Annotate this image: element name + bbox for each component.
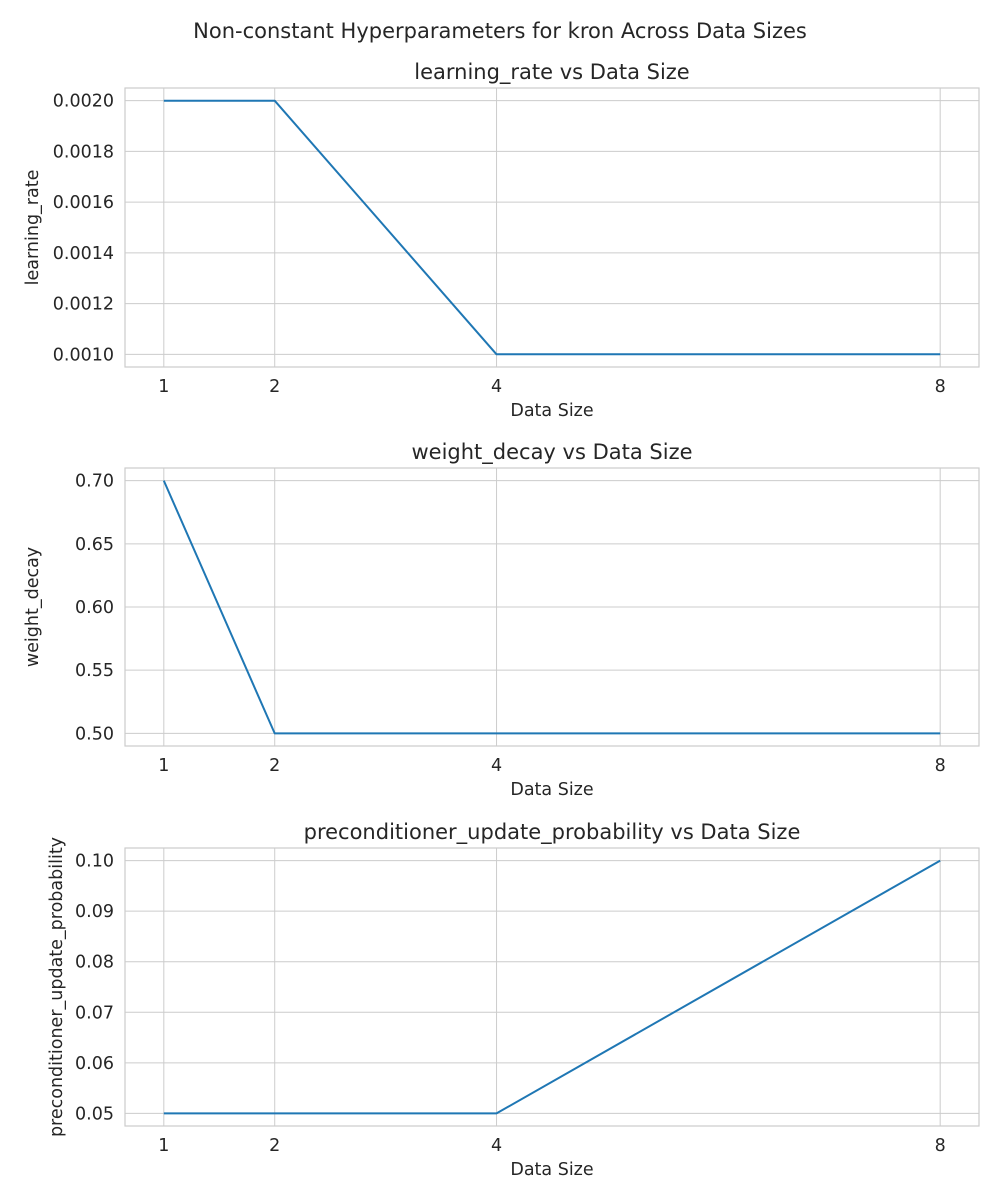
- y-tick-label: 0.0010: [53, 345, 114, 365]
- x-axis-label: Data Size: [510, 401, 593, 421]
- x-tick-label: 1: [158, 756, 169, 776]
- x-tick-label: 2: [269, 756, 280, 776]
- y-tick-label: 0.60: [75, 598, 114, 618]
- y-tick-label: 0.0014: [53, 244, 114, 264]
- series-line: [163, 99, 941, 356]
- y-tick-label: 0.0018: [53, 142, 114, 162]
- x-tick-label: 1: [158, 1136, 169, 1156]
- x-tick-label: 8: [935, 1136, 946, 1156]
- y-tick-label: 0.05: [75, 1104, 114, 1124]
- axes-frame: [124, 467, 980, 747]
- x-tick-label: 2: [269, 377, 280, 397]
- series-line: [162, 480, 941, 735]
- x-tick-label: 1: [158, 377, 169, 397]
- subplot-1: 0.0010 0.0012 0.0014 0.0016 0.0018 0.0020 1 2 4 8…: [23, 60, 980, 421]
- x-tick-label: 4: [491, 1136, 502, 1156]
- figure-suptitle: Non-constant Hyperparameters for kron Ac…: [193, 19, 807, 43]
- x-tick-label: 8: [935, 756, 946, 776]
- subplot-2: 0.50 0.55 0.60 0.65 0.70 1 2 4 8 Data Size weight_…: [23, 440, 980, 800]
- x-axis-label: Data Size: [510, 780, 593, 800]
- y-axis-label: learning_rate: [23, 170, 43, 286]
- y-tick-label: 0.09: [75, 902, 114, 922]
- subplot-title: learning_rate vs Data Size: [414, 60, 689, 85]
- y-tick-label: 0.0020: [53, 92, 114, 112]
- y-tick-label: 0.0012: [53, 295, 114, 315]
- y-tick-label: 0.70: [75, 472, 114, 492]
- y-tick-label: 0.65: [75, 535, 114, 555]
- x-axis-label: Data Size: [510, 1160, 593, 1180]
- y-tick-label: 0.55: [75, 661, 114, 681]
- series-line: [163, 859, 941, 1115]
- x-tick-label: 4: [491, 756, 502, 776]
- x-tick-label: 4: [491, 377, 502, 397]
- axes-frame: [124, 87, 980, 368]
- y-tick-label: 0.50: [75, 724, 114, 744]
- y-axis-label: preconditioner_update_probability: [47, 837, 67, 1137]
- x-tick-label: 2: [269, 1136, 280, 1156]
- subplot-title: weight_decay vs Data Size: [411, 440, 692, 465]
- y-tick-label: 0.0016: [53, 193, 114, 213]
- x-tick-label: 8: [935, 377, 946, 397]
- axes-frame: [124, 847, 980, 1127]
- y-tick-label: 0.07: [75, 1003, 114, 1023]
- subplot-3: 0.05 0.06 0.07 0.08 0.09 0.10 1 2 4 8 Data Size pre…: [47, 820, 980, 1180]
- subplot-title: preconditioner_update_probability vs Dat…: [304, 820, 801, 845]
- y-tick-label: 0.08: [75, 953, 114, 973]
- y-tick-label: 0.10: [75, 852, 114, 872]
- y-tick-label: 0.06: [75, 1054, 114, 1074]
- y-axis-label: weight_decay: [23, 547, 43, 667]
